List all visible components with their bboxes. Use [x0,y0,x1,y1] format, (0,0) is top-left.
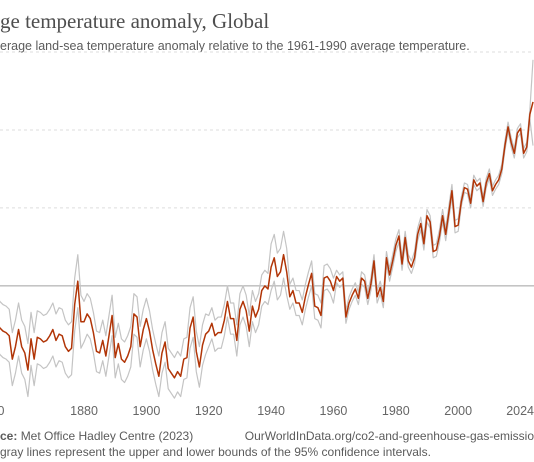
x-tick-label: 1920 [195,404,223,418]
x-tick-label: 1850 [0,404,4,418]
x-tick-label: 1900 [132,404,160,418]
chart-subtitle: erage land-sea temperature anomaly relat… [0,39,470,53]
x-tick-label: 2024 [506,404,534,418]
x-tick-label: 1980 [382,404,410,418]
source-label: ce: [0,429,17,443]
x-tick-label: 1940 [257,404,285,418]
series-line [0,59,534,359]
source-text: Met Office Hadley Centre (2023) [21,429,194,443]
note: gray lines represent the upper and lower… [0,445,431,459]
x-tick-label: 1880 [70,404,98,418]
source-url: OurWorldInData.org/co2-and-greenhouse-ga… [245,429,534,443]
series-line [0,101,534,379]
chart-title: ge temperature anomaly, Global [0,9,269,33]
grid: 00.511.518501880190019201940196019802000… [0,51,534,418]
x-tick-label: 1960 [320,404,348,418]
x-tick-label: 2000 [444,404,472,418]
plot [0,59,534,399]
source: ce: Met Office Hadley Centre (2023) [0,429,193,443]
series-line [0,118,534,399]
